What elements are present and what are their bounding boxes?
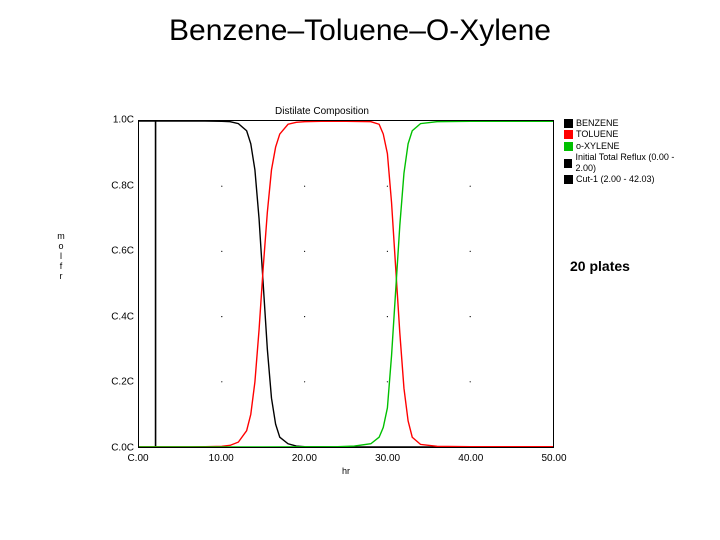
legend: BENZENETOLUENEo-XYLENEInitial Total Refl… (564, 118, 690, 186)
grid-dot (221, 316, 222, 317)
plates-annotation: 20 plates (570, 258, 630, 274)
x-tick-label: 30.00 (375, 453, 400, 464)
legend-item: TOLUENE (564, 129, 690, 140)
grid-dot (304, 316, 305, 317)
x-axis-label: hr (138, 466, 554, 476)
grid-dot (387, 251, 388, 252)
grid-dot (470, 251, 471, 252)
grid-dot (470, 186, 471, 187)
legend-swatch (564, 130, 573, 139)
legend-item: Cut-1 (2.00 - 42.03) (564, 174, 690, 185)
y-tick-label: C.6C (98, 246, 134, 257)
y-axis-label: molfr (55, 232, 67, 281)
x-tick-label: 10.00 (209, 453, 234, 464)
grid-dot (304, 381, 305, 382)
grid-dot (387, 186, 388, 187)
legend-label: BENZENE (576, 118, 619, 129)
chart-title: Distilate Composition (90, 106, 554, 117)
x-tick-label: 50.00 (541, 453, 566, 464)
legend-item: Initial Total Reflux (0.00 - 2.00) (564, 152, 690, 175)
series-o-xylene (139, 121, 553, 447)
legend-swatch (564, 119, 573, 128)
x-tick-label: C.00 (127, 453, 148, 464)
y-tick-label: C.4C (98, 311, 134, 322)
grid-dot (470, 316, 471, 317)
legend-label: TOLUENE (576, 129, 618, 140)
grid-dot (387, 381, 388, 382)
page-title: Benzene–Toluene–O-Xylene (0, 0, 720, 48)
series-benzene (139, 121, 553, 447)
legend-swatch (564, 142, 573, 151)
y-tick-label: C.0C (98, 443, 134, 454)
legend-swatch (564, 175, 573, 184)
y-tick-label: 1.0C (98, 115, 134, 126)
legend-label: Initial Total Reflux (0.00 - 2.00) (575, 152, 690, 175)
x-tick-label: 40.00 (458, 453, 483, 464)
grid-dot (221, 381, 222, 382)
grid-dot (387, 316, 388, 317)
legend-swatch (564, 159, 572, 168)
chart-container: Distilate Composition molfr C.0CC.2CC.4C… (90, 112, 690, 492)
y-axis-label-char: r (55, 272, 67, 282)
series-toluene (139, 121, 553, 447)
grid-dot (221, 251, 222, 252)
x-tick-label: 20.00 (292, 453, 317, 464)
legend-item: o-XYLENE (564, 141, 690, 152)
grid-dot (221, 186, 222, 187)
y-tick-label: C.2C (98, 377, 134, 388)
grid-dot (304, 186, 305, 187)
legend-label: Cut-1 (2.00 - 42.03) (576, 174, 655, 185)
legend-label: o-XYLENE (576, 141, 620, 152)
plot-area (138, 120, 554, 448)
grid-dot (304, 251, 305, 252)
y-tick-label: C.8C (98, 180, 134, 191)
grid-dot (470, 381, 471, 382)
legend-item: BENZENE (564, 118, 690, 129)
plot-svg (139, 121, 553, 447)
